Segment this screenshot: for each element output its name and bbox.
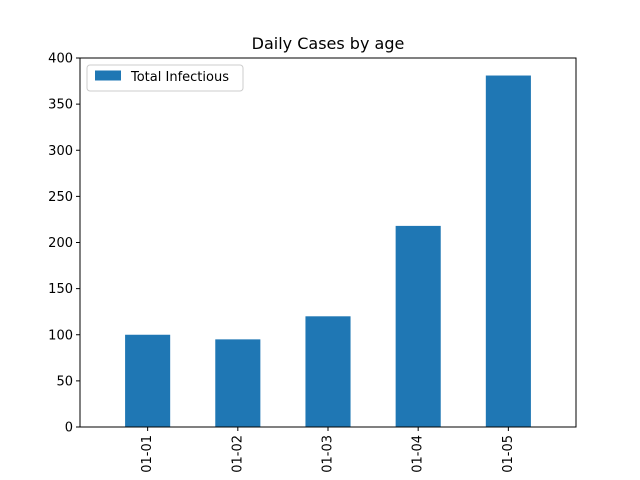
- legend: Total Infectious: [86, 64, 244, 92]
- y-tick-label: 200: [48, 236, 73, 251]
- legend-box: [86, 64, 244, 92]
- x-axis: 01-01 01-02 01-03 01-04 01-05: [140, 427, 516, 473]
- chart-title: Daily Cases by age: [252, 34, 405, 53]
- bar-01-01: [125, 334, 171, 427]
- y-tick-label: 150: [48, 282, 73, 297]
- y-tick-label: 50: [56, 374, 73, 389]
- y-axis: 0 50 100 150 200 250 300 350 400: [48, 52, 80, 436]
- y-tick-label: 300: [48, 144, 73, 159]
- y-tick-label: 250: [48, 190, 73, 205]
- x-tick-label: 01-05: [501, 435, 516, 473]
- y-tick-label: 100: [48, 328, 73, 343]
- x-tick-label: 01-03: [321, 435, 336, 473]
- x-tick-label: 01-02: [230, 435, 245, 473]
- x-tick-label: 01-01: [140, 435, 155, 473]
- x-tick-label: 01-04: [411, 435, 426, 473]
- bars-group: [125, 75, 531, 427]
- y-tick-label: 350: [48, 98, 73, 113]
- bar-01-05: [485, 75, 531, 427]
- legend-label: Total Infectious: [130, 70, 229, 85]
- y-tick-label: 400: [48, 52, 73, 67]
- bar-01-03: [305, 316, 351, 427]
- bar-01-04: [395, 225, 441, 427]
- plot-frame: [79, 57, 577, 428]
- bar-01-02: [215, 339, 261, 427]
- legend-swatch: [95, 70, 121, 81]
- y-tick-label: 0: [65, 421, 73, 436]
